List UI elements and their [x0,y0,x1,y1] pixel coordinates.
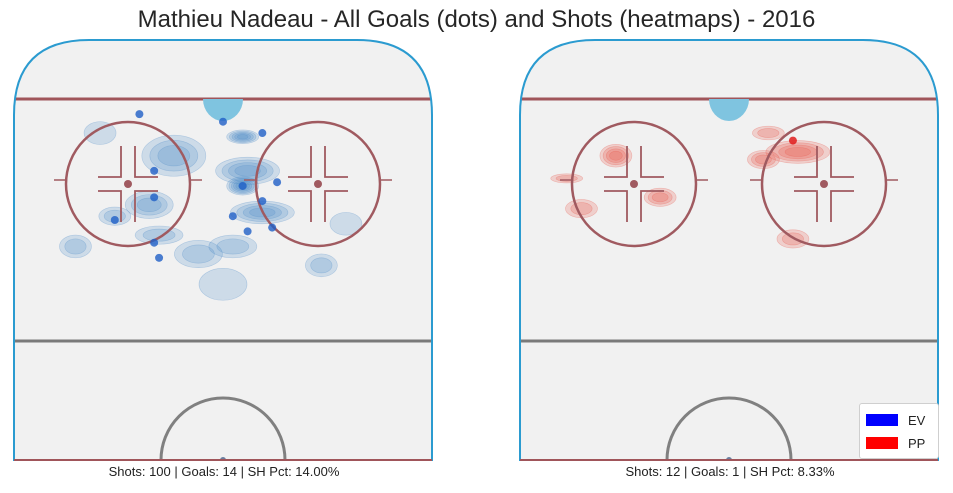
goal-crease [709,99,749,121]
faceoff-dot [314,180,322,188]
shot-heat-contour [226,129,259,144]
faceoff-dot [124,180,132,188]
rink-boards [13,39,433,461]
goal-point [150,166,159,175]
shot-heat-contour [157,145,191,167]
goal-point [150,193,159,202]
legend-label-pp: PP [908,435,926,451]
shot-heat-contour [174,240,223,269]
shot-heat-contour [231,131,254,142]
goal-point [258,129,267,138]
hash-marks [98,146,122,178]
shot-heat-contour [234,133,251,141]
hash-marks [134,146,158,178]
goal-point [243,227,252,236]
goal-point [268,223,277,232]
shot-heat-contour [765,140,831,164]
faceoff-circle [570,120,698,248]
shot-heat-contour [229,130,257,143]
goal-point [228,212,237,221]
faceoff-dot [820,180,828,188]
goal-crease [203,99,243,121]
goal-point [788,136,797,145]
shot-heat-contour [141,134,207,177]
goal-point [135,110,144,119]
hash-marks [640,146,664,178]
shot-heat-contour [134,225,184,245]
faceoff-circle [254,120,382,248]
shot-heat-contour [216,238,250,255]
shot-heat-contour [784,147,811,157]
centre-circle [159,396,287,460]
legend-item-pp: PP [866,434,925,452]
hash-marks [640,190,664,222]
centre-circle [665,396,793,460]
chart-title: Mathieu Nadeau - All Goals (dots) and Sh… [137,6,816,33]
shot-heat-contour [234,165,261,177]
hash-marks [604,190,628,222]
goal-point [219,117,227,126]
shot-heat-contour [83,121,117,145]
shot-heat-contour [602,146,629,166]
hash-marks [830,190,854,222]
hash-marks [324,190,348,222]
hash-marks [288,190,312,222]
hash-marks [98,190,122,222]
shot-heat-contour [752,125,785,141]
shot-heat-contour [182,244,215,264]
hash-marks [830,146,854,178]
centre-dot [726,457,732,460]
legend: EV PP [859,403,939,459]
ice-surface [520,40,938,460]
shot-heat-contour [64,238,87,255]
shot-heat-contour [198,268,248,301]
legend-swatch-pp [866,437,898,449]
rink-panel-pp [519,39,939,461]
shot-heat-contour [221,159,274,183]
goal-point [150,238,159,247]
legend-swatch-ev [866,414,898,426]
shot-heat-contour [215,156,280,185]
goal-point [273,178,282,187]
faceoff-circle [760,120,888,248]
goal-point [238,181,247,190]
goal-point [155,253,164,262]
shot-heat-contour [329,212,363,236]
hash-marks [288,146,312,178]
hash-marks [324,146,348,178]
pp-panel-caption: Shots: 12 | Goals: 1 | SH Pct: 8.33% [625,464,835,479]
rink-panel-ev [13,39,433,461]
shot-heat-contour [599,144,633,168]
shot-heat-contour [609,150,623,161]
shot-heat-contour [570,202,593,216]
shot-heat-contour [305,253,338,278]
hash-marks [794,146,818,178]
hash-marks [794,190,818,222]
shot-heat-contour [651,192,669,203]
hash-marks [134,190,158,222]
goal-point [110,216,119,224]
shot-heat-contour [643,187,677,207]
centre-dot [220,457,226,460]
shot-heat-contour [208,234,258,259]
rink-boards [519,39,939,461]
ice-surface [14,40,432,460]
shot-heat-contour [130,194,168,216]
legend-label-ev: EV [908,412,926,428]
goal-point [258,197,267,206]
legend-item-ev: EV [866,411,925,429]
shot-heat-contour [310,257,333,274]
faceoff-dot [630,180,638,188]
shot-heat-contour [136,197,162,213]
faceoff-circle [64,120,192,248]
shot-heat-contour [550,173,584,184]
shot-heat-contour [605,148,626,163]
hash-marks [604,146,628,178]
shot-heat-contour [59,234,92,259]
shot-heat-contour [237,134,249,140]
shot-heat-contour [757,128,780,138]
ev-panel-caption: Shots: 100 | Goals: 14 | SH Pct: 14.00% [108,464,340,479]
